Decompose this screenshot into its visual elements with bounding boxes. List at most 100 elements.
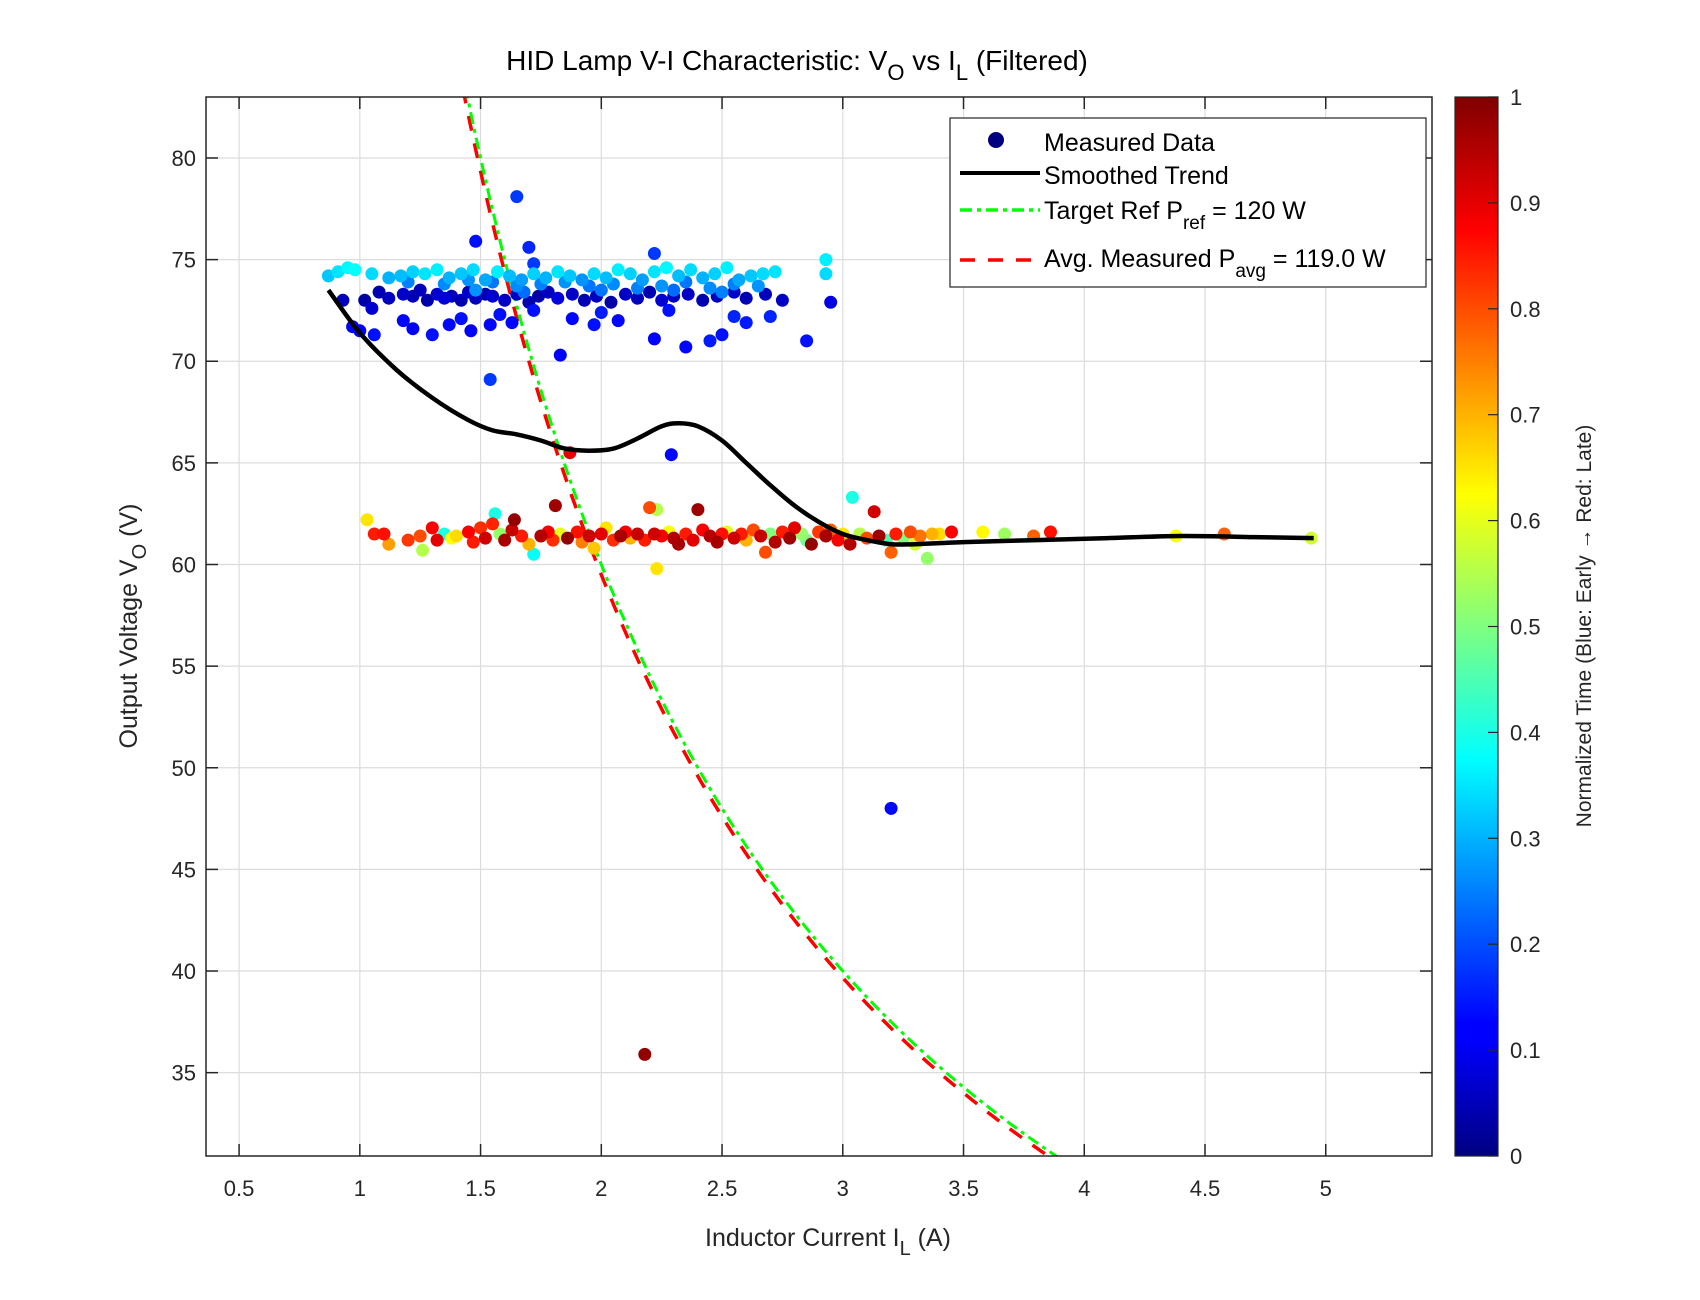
data-point	[587, 267, 601, 281]
data-point	[563, 269, 577, 283]
legend-label-avg: Avg. Measured Pavg = 119.0 W	[1044, 245, 1386, 282]
colorbar-label: Normalized Time (Blue: Early → Red: Late…	[1573, 425, 1596, 828]
data-point	[920, 551, 934, 565]
data-point	[594, 306, 608, 319]
data-point	[394, 269, 408, 283]
data-point	[522, 240, 536, 254]
data-point	[804, 537, 818, 551]
data-point	[553, 348, 567, 362]
x-axis-label-main: Inductor Current I	[705, 1224, 900, 1252]
data-point	[507, 513, 521, 527]
data-point	[655, 279, 669, 293]
data-point	[565, 312, 579, 326]
data-point	[382, 537, 396, 551]
data-point	[365, 267, 379, 281]
data-point	[367, 527, 381, 541]
data-point	[582, 529, 596, 543]
curves	[462, 97, 1059, 1156]
data-point	[551, 265, 565, 279]
data-point	[925, 527, 939, 541]
data-point	[401, 533, 415, 547]
colorbar-tick-label: 0.7	[1510, 403, 1541, 428]
data-point	[367, 328, 381, 342]
legend-label-avg-end: = 119.0 W	[1266, 245, 1386, 273]
data-point	[650, 562, 664, 576]
y-tick-label: 50	[172, 756, 196, 781]
data-point	[845, 490, 859, 504]
data-point	[372, 285, 386, 299]
data-point	[696, 293, 710, 307]
data-point	[425, 521, 439, 535]
data-point	[739, 291, 753, 305]
data-point	[478, 531, 492, 545]
data-point	[631, 291, 644, 305]
data-point	[464, 324, 478, 338]
chart-title-sub1: O	[887, 60, 904, 85]
x-axis-label: Inductor Current IL (A)	[705, 1224, 951, 1260]
data-point	[321, 269, 335, 283]
data-point	[703, 281, 717, 295]
legend: Measured Data Smoothed Trend Target Ref …	[949, 117, 1427, 288]
scatter-points	[321, 190, 1318, 1061]
data-point	[474, 521, 488, 535]
data-point	[505, 316, 519, 330]
data-point	[1044, 525, 1057, 539]
data-point	[515, 273, 529, 287]
data-point	[570, 525, 584, 539]
data-point	[754, 529, 768, 543]
data-point	[466, 263, 480, 277]
data-point	[527, 547, 541, 561]
data-point	[413, 283, 427, 297]
y-axis-label-sub: O	[129, 544, 151, 560]
y-tick-label: 60	[172, 553, 196, 578]
data-point	[824, 295, 838, 309]
data-point	[884, 801, 898, 815]
avg-power-curve	[462, 97, 1052, 1156]
data-point	[903, 525, 917, 539]
x-tick-label: 0.5	[224, 1176, 255, 1201]
chart-title: HID Lamp V-I Characteristic: VO vs IL (F…	[506, 45, 1088, 85]
data-point	[548, 499, 562, 513]
data-point	[759, 545, 772, 559]
data-point	[486, 517, 500, 531]
x-tick-label: 3	[837, 1176, 849, 1201]
data-point	[594, 283, 608, 297]
y-axis-label-end: (V)	[115, 504, 143, 544]
colorbar-tick-label: 0.2	[1510, 932, 1541, 957]
data-point	[631, 527, 644, 541]
colorbar-tick-label: 0.6	[1510, 509, 1541, 534]
data-point	[756, 267, 770, 281]
data-point	[763, 310, 777, 323]
data-point	[768, 265, 782, 279]
data-point	[382, 271, 396, 285]
data-point	[672, 269, 686, 283]
data-point	[575, 273, 589, 287]
data-point	[469, 283, 483, 297]
data-point	[454, 312, 468, 326]
data-point	[843, 537, 857, 551]
data-point	[491, 265, 504, 279]
data-point	[643, 501, 657, 515]
data-point	[515, 529, 529, 543]
data-point	[365, 301, 379, 315]
data-point	[396, 314, 410, 328]
data-point	[488, 507, 502, 521]
y-tick-label: 40	[172, 959, 196, 984]
y-tick-label: 45	[172, 857, 196, 882]
data-point	[527, 257, 541, 271]
data-point	[720, 261, 734, 275]
x-tick-label: 4	[1078, 1176, 1090, 1201]
y-axis-label: Output Voltage VO (V)	[115, 504, 151, 749]
data-point	[425, 328, 439, 342]
data-point	[638, 1047, 652, 1061]
data-point	[420, 293, 434, 307]
legend-label-measured: Measured Data	[1044, 129, 1215, 157]
colorbar-tick-label: 0.3	[1510, 826, 1541, 851]
data-point	[727, 531, 741, 545]
chart-title-end: (Filtered)	[968, 45, 1088, 76]
y-tick-label: 65	[172, 451, 196, 476]
data-point	[577, 293, 591, 307]
data-point	[686, 533, 700, 547]
data-point	[486, 289, 500, 303]
